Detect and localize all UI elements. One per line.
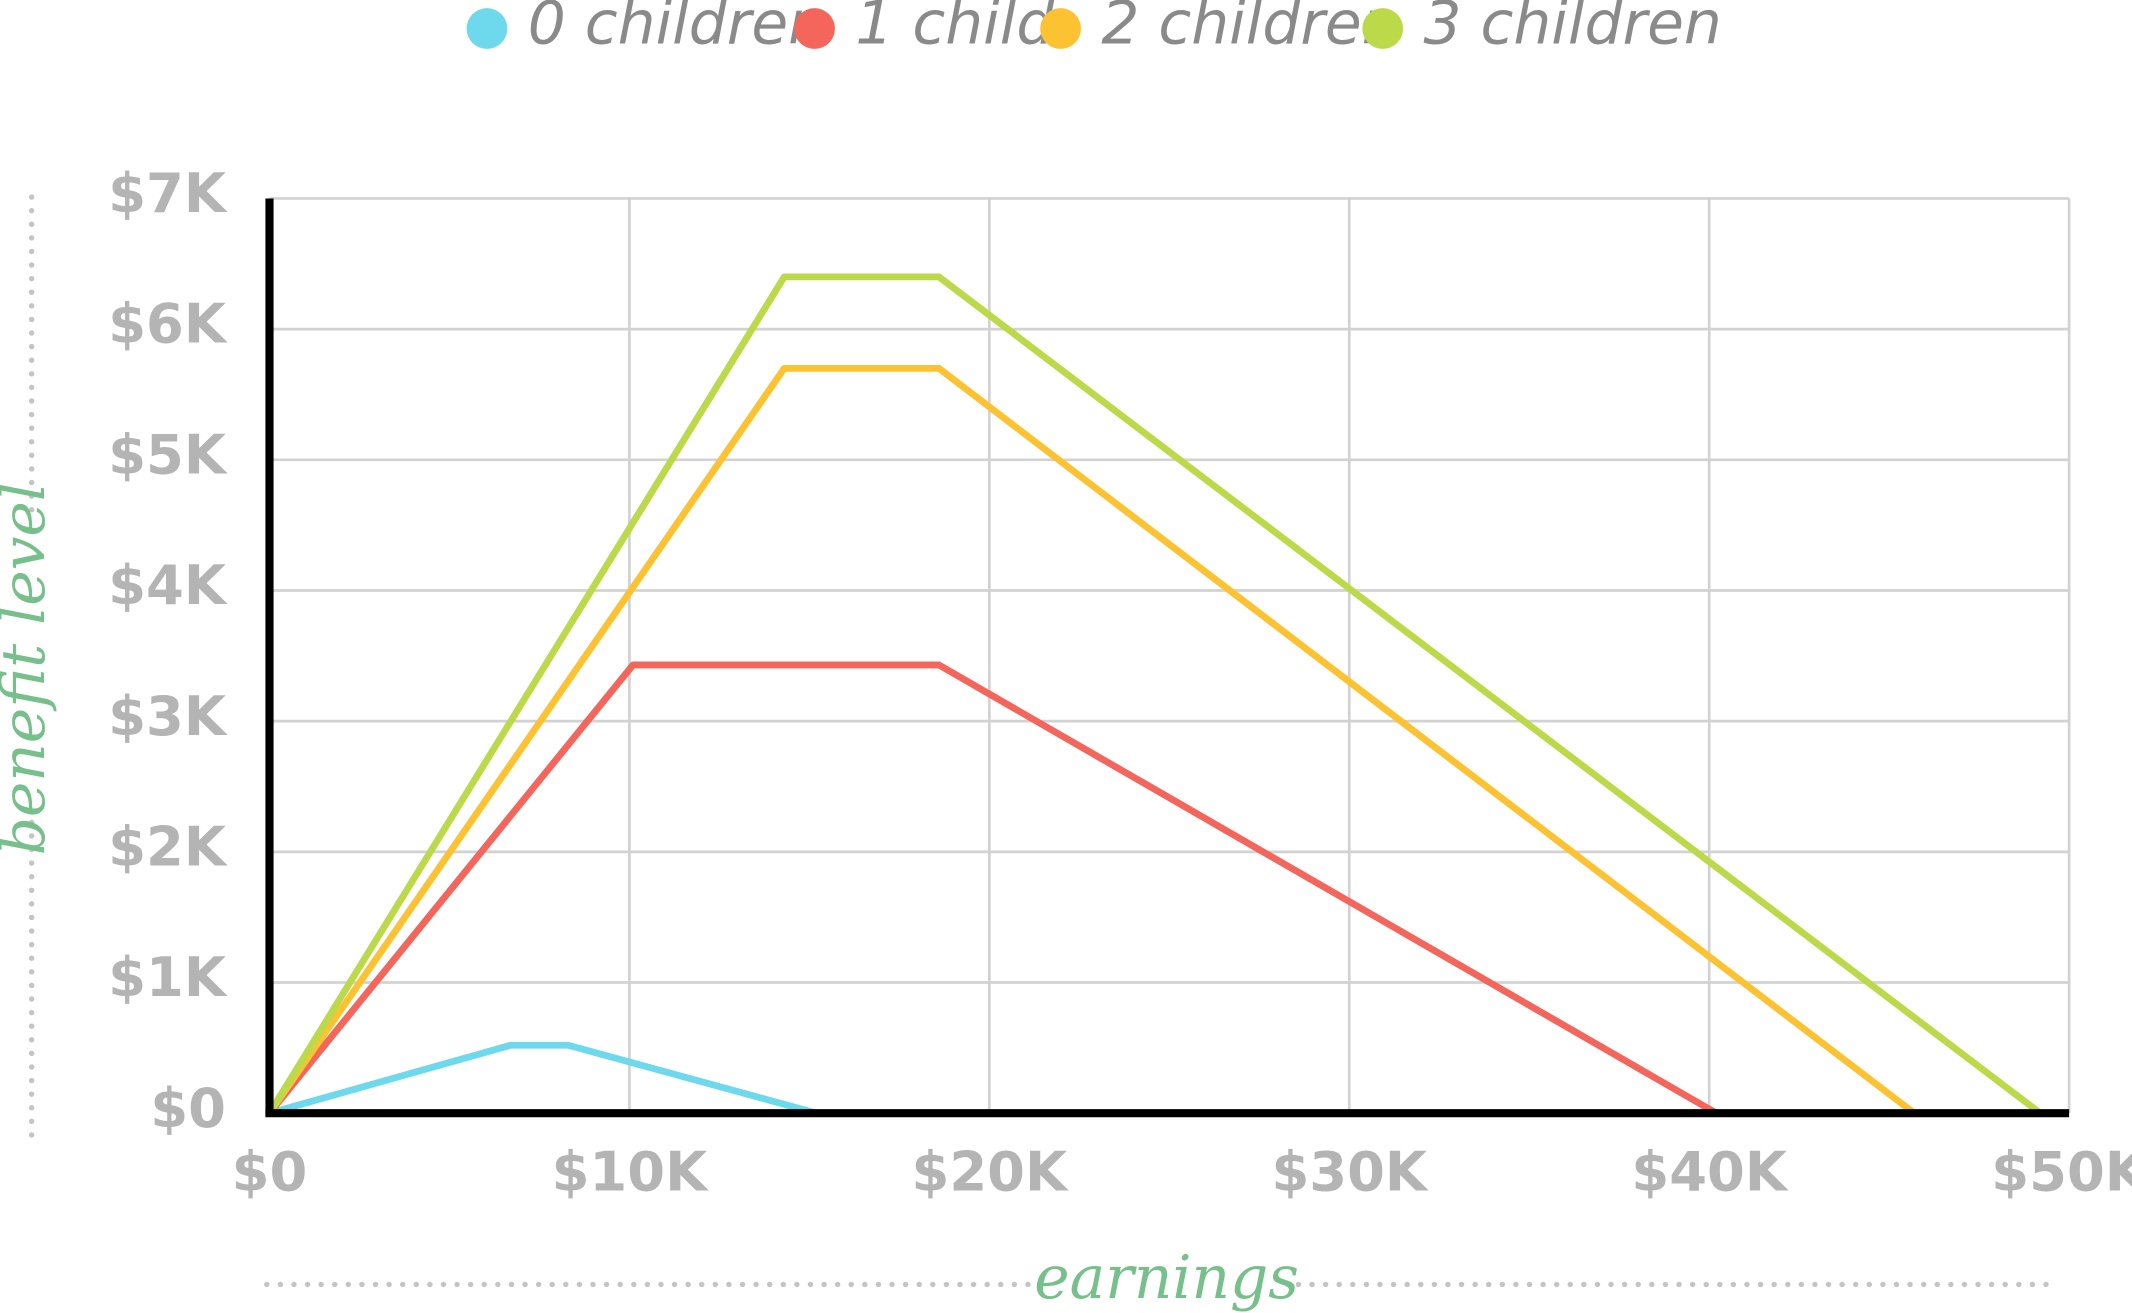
series-line-2 [266, 364, 1918, 1117]
legend-marker-1 [794, 8, 835, 49]
series-line-0 [266, 1041, 820, 1117]
legend: 0 children 1 child 2 children 3 children [466, 0, 1722, 58]
x-tick-label: $20K [912, 1141, 1069, 1204]
x-tick-label: $40K [1631, 1141, 1788, 1204]
legend-label-2: 2 children [1101, 0, 1399, 58]
series-line-3 [266, 273, 2044, 1117]
axis-titles: earnings benefit level [0, 194, 2063, 1313]
y-tick-label: $5K [108, 423, 228, 486]
y-tick-label: $3K [108, 685, 228, 748]
x-axis-title: earnings [1034, 1243, 1299, 1313]
tick-labels: $0 $10K $20K $30K $40K $50K $0 $1K $2K $3K $4K $5K $… [108, 162, 2132, 1204]
x-tick-label: $10K [552, 1141, 709, 1204]
axes [265, 198, 2070, 1118]
y-tick-label: $0 [150, 1077, 226, 1140]
legend-label-0: 0 children [528, 0, 826, 58]
x-tick-label: $50K [1991, 1141, 2132, 1204]
legend-label-3: 3 children [1423, 0, 1721, 58]
legend-marker-3 [1362, 8, 1404, 49]
y-tick-label: $4K [108, 554, 228, 617]
x-tick-label: $0 [232, 1141, 308, 1204]
y-tick-label: $2K [108, 815, 228, 878]
y-tick-label: $7K [108, 162, 228, 225]
legend-marker-2 [1040, 8, 1081, 49]
y-axis-title: benefit level [0, 482, 59, 855]
legend-label-1: 1 child [855, 0, 1055, 58]
series-layer [266, 273, 2044, 1117]
x-tick-label: $30K [1271, 1141, 1428, 1204]
y-tick-label: $6K [108, 293, 228, 356]
grid [269, 197, 2071, 1114]
y-tick-label: $1K [108, 946, 228, 1009]
series-line-1 [266, 661, 1720, 1117]
legend-marker-0 [466, 8, 508, 49]
